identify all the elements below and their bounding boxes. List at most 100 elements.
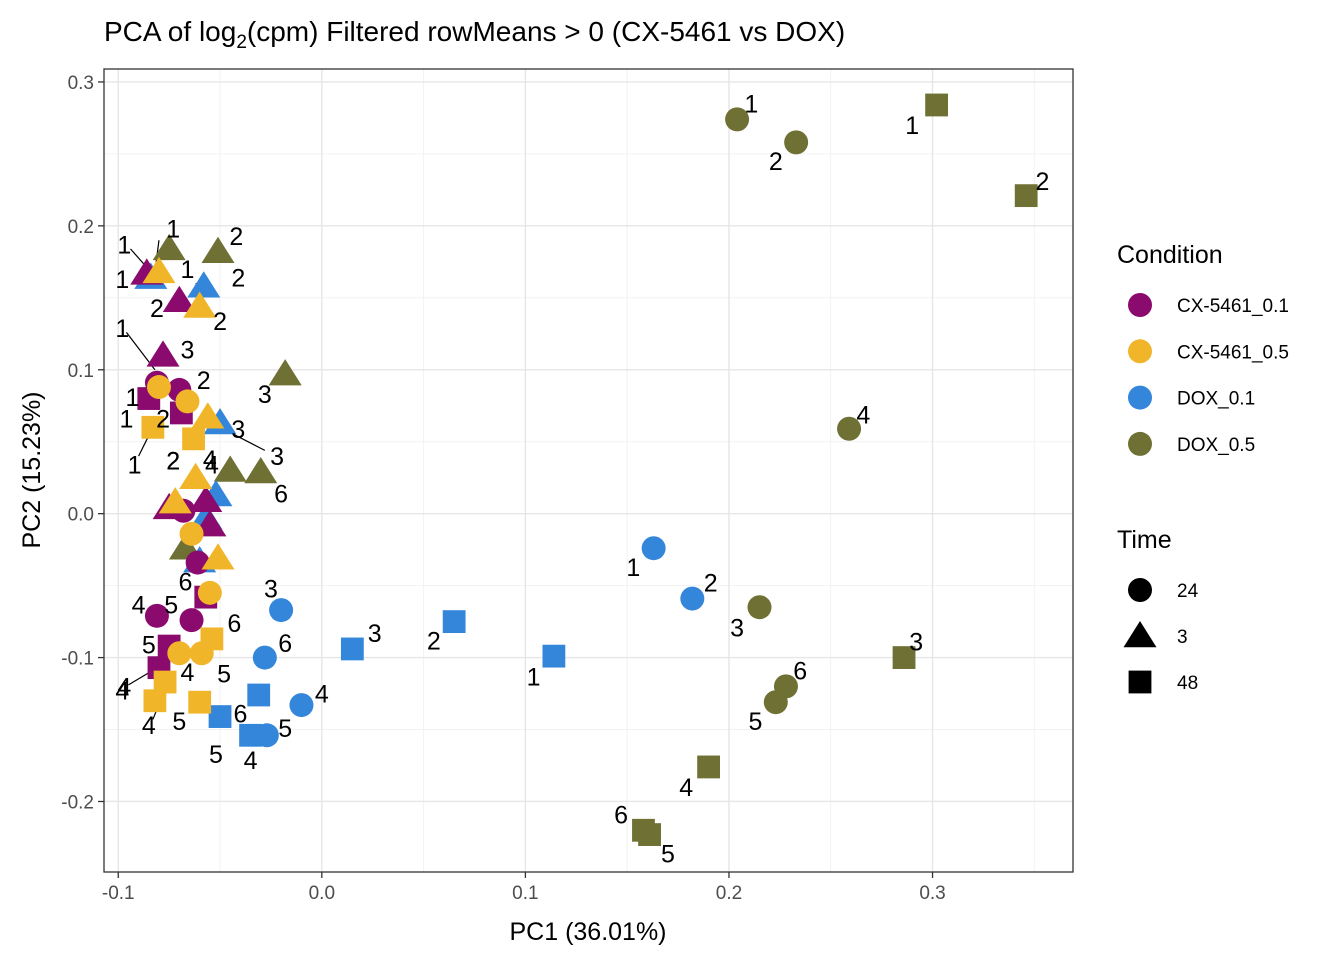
point-label: 6	[278, 630, 292, 658]
legend-time-label: 3	[1177, 627, 1188, 648]
legend-time-label: 24	[1177, 581, 1199, 602]
point-label: 2	[213, 308, 227, 336]
point-dox-0-1-t48	[542, 644, 566, 668]
point-dox-0-5-t48	[632, 818, 655, 842]
point-label: 1	[626, 554, 640, 582]
point-cx-5461-0-5-t48	[182, 427, 205, 451]
point-label: 4	[203, 446, 217, 474]
point-label: 4	[315, 681, 329, 709]
y-tick-label: 0.2	[68, 217, 94, 238]
point-label: 3	[730, 614, 744, 642]
y-axis-label: PC2 (15.23%)	[18, 391, 46, 548]
y-tick-label: 0.3	[68, 73, 94, 94]
point-dox-0-1-t24	[641, 536, 666, 561]
plot-border	[103, 68, 1074, 873]
point-label: 3	[368, 620, 382, 648]
point-label: 6	[793, 658, 807, 686]
point-label: 3	[270, 443, 284, 471]
point-label: 4	[132, 591, 146, 619]
x-tick-label: 0.3	[919, 883, 945, 904]
point-cx-5461-0-5-t3	[158, 487, 192, 514]
point-dox-0-5-t3	[244, 456, 278, 484]
point-dox-0-1-t24	[269, 598, 294, 623]
point-cx-5461-0-5-t3	[201, 543, 235, 570]
point-label: 2	[197, 367, 211, 395]
point-dox-0-5-t48	[925, 93, 949, 117]
point-label: 6	[233, 701, 247, 729]
legend-condition-swatch	[1128, 431, 1152, 456]
point-label: 4	[679, 774, 693, 802]
point-cx-5461-0-1-t3	[162, 285, 196, 312]
point-cx-5461-0-1-t3	[189, 485, 223, 512]
point-label: 2	[156, 406, 170, 434]
point-cx-5461-0-5-t24	[179, 521, 204, 546]
legend-condition-swatch	[1128, 385, 1152, 410]
point-dox-0-1-t48	[442, 610, 466, 634]
legend: Condition CX-5461_0.1 CX-5461_0.5 DOX_0.1 DO…	[1117, 241, 1289, 694]
point-label: 5	[209, 741, 223, 769]
point-dox-0-1-t3	[187, 271, 221, 298]
legend-time-triangle-icon	[1123, 621, 1157, 648]
point-label: 1	[117, 232, 131, 260]
point-dox-0-1-t48	[247, 683, 271, 707]
point-label: 3	[264, 576, 278, 604]
point-dox-0-5-t24	[784, 130, 809, 155]
point-cx-5461-0-5-t48	[141, 415, 165, 439]
point-dox-0-5-t3	[152, 233, 186, 261]
point-label: 1	[115, 266, 129, 294]
point-label: 5	[661, 840, 675, 868]
point-label: 1	[905, 112, 919, 140]
legend-time-square-icon	[1128, 670, 1152, 694]
point-label: 2	[229, 223, 243, 251]
point-cx-5461-0-5-t24	[175, 389, 200, 414]
point-dox-0-1-t24	[289, 693, 314, 718]
y-tick-label: 0.1	[68, 361, 94, 382]
point-label: 4	[115, 678, 129, 706]
point-label: 3	[181, 337, 195, 365]
chart-title-subscript: 2	[236, 32, 247, 53]
legend-time-circle-icon	[1128, 578, 1152, 602]
point-dox-0-1-t48	[340, 637, 364, 661]
data-points	[130, 93, 1038, 846]
legend-time-label: 48	[1177, 673, 1198, 694]
legend-condition-label: DOX_0.1	[1177, 389, 1255, 410]
x-tick-label: 0.0	[309, 883, 335, 904]
axes: -0.1 0.0 0.1 0.2 0.3 -0.2 -0.1 0.0 0.1 0.2 0.3	[61, 73, 945, 904]
point-cx-5461-0-5-t3	[179, 462, 213, 489]
x-axis-label: PC1 (36.01%)	[509, 918, 666, 946]
point-cx-5461-0-1-t3	[146, 340, 180, 367]
y-tick-label: -0.2	[61, 792, 94, 813]
point-dox-0-5-t24	[747, 595, 772, 620]
point-label: 5	[164, 591, 178, 619]
point-label: 1	[119, 406, 133, 434]
point-dox-0-1-t24	[680, 586, 705, 611]
point-label: 1	[126, 384, 140, 412]
point-label: 4	[117, 673, 131, 701]
point-label: 2	[231, 265, 245, 293]
point-label: 2	[769, 148, 783, 176]
point-label: 4	[205, 452, 219, 480]
y-tick-label: -0.1	[61, 649, 94, 670]
point-cx-5461-0-1-t24	[144, 603, 169, 628]
point-cx-5461-0-5-t3	[191, 402, 225, 429]
point-label: 4	[142, 712, 156, 740]
point-label: 3	[258, 381, 272, 409]
point-cx-5461-0-5-t3	[142, 256, 176, 284]
x-tick-label: 0.2	[716, 883, 742, 904]
point-cx-5461-0-5-t24	[197, 580, 222, 605]
point-label: 2	[1036, 168, 1050, 196]
point-cx-5461-0-5-t24	[146, 375, 171, 400]
point-cx-5461-0-5-t48	[143, 689, 167, 713]
point-label: 5	[748, 708, 762, 736]
point-label: 6	[178, 568, 192, 596]
chart-title-prefix: PCA of log	[104, 16, 236, 47]
point-label: 4	[244, 747, 258, 775]
point-label: 2	[427, 627, 441, 655]
legend-condition-swatch	[1128, 339, 1152, 364]
point-cx-5461-0-1-t24	[179, 608, 204, 633]
point-label: 5	[217, 660, 231, 688]
point-label: 5	[142, 632, 156, 660]
legend-condition-swatch	[1128, 293, 1152, 317]
